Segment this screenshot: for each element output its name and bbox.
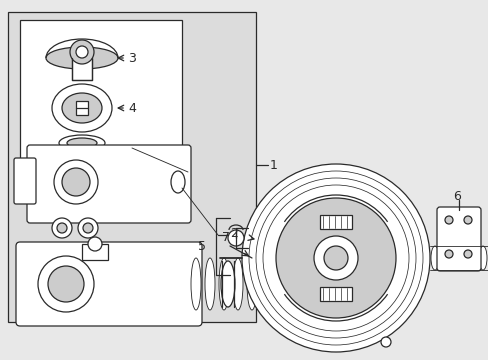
Bar (8, 12, 256, 322)
Bar (319, 287, 351, 301)
Ellipse shape (67, 138, 97, 148)
FancyBboxPatch shape (436, 207, 480, 271)
Circle shape (444, 216, 452, 224)
Ellipse shape (204, 258, 215, 310)
Bar (82, 244, 108, 260)
Ellipse shape (59, 135, 105, 151)
Bar (72, 58, 92, 80)
Text: 2: 2 (229, 226, 237, 239)
Ellipse shape (466, 246, 474, 270)
Ellipse shape (219, 258, 228, 310)
Ellipse shape (171, 171, 184, 193)
FancyBboxPatch shape (14, 158, 36, 204)
Circle shape (242, 164, 429, 352)
Ellipse shape (52, 84, 112, 132)
Ellipse shape (246, 258, 257, 310)
Circle shape (48, 266, 84, 302)
Ellipse shape (62, 93, 102, 123)
Circle shape (275, 198, 395, 318)
Bar (319, 215, 351, 229)
Circle shape (62, 168, 90, 196)
Circle shape (76, 46, 88, 58)
Circle shape (227, 230, 244, 246)
Text: 7: 7 (222, 230, 229, 243)
Text: 4: 4 (128, 102, 136, 114)
Circle shape (54, 160, 98, 204)
Circle shape (463, 216, 471, 224)
Text: 5: 5 (198, 239, 205, 252)
Circle shape (463, 250, 471, 258)
Circle shape (70, 40, 94, 64)
Circle shape (57, 223, 67, 233)
Circle shape (88, 237, 102, 251)
Text: 3: 3 (128, 51, 136, 64)
Bar (76, 101, 88, 115)
Ellipse shape (46, 47, 118, 69)
Ellipse shape (442, 246, 450, 270)
Circle shape (38, 256, 94, 312)
Ellipse shape (478, 246, 486, 270)
Circle shape (444, 250, 452, 258)
Ellipse shape (221, 261, 235, 307)
Text: 6: 6 (452, 189, 460, 202)
FancyBboxPatch shape (16, 242, 202, 326)
Circle shape (78, 218, 98, 238)
FancyBboxPatch shape (27, 145, 191, 223)
Ellipse shape (232, 258, 243, 310)
Circle shape (52, 218, 72, 238)
Ellipse shape (430, 246, 438, 270)
Circle shape (83, 223, 93, 233)
Circle shape (324, 246, 347, 270)
Text: 1: 1 (269, 158, 277, 171)
Ellipse shape (454, 246, 462, 270)
Ellipse shape (191, 258, 201, 310)
Bar (20, 20, 182, 188)
Circle shape (380, 337, 390, 347)
Circle shape (313, 236, 357, 280)
